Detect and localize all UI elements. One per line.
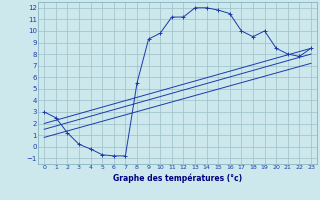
X-axis label: Graphe des températures (°c): Graphe des températures (°c) (113, 173, 242, 183)
